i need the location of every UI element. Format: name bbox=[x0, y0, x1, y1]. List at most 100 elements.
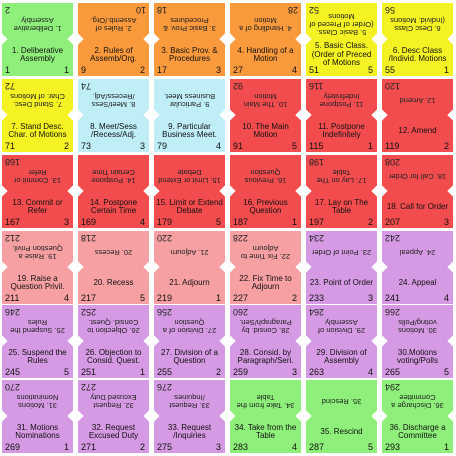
motion-card[interactable]: 198 17. Lay on The Table 17. Lay on The Ta… bbox=[306, 155, 377, 228]
motion-card[interactable]: 256 27. Division of a Question 27. Divisio… bbox=[154, 305, 225, 378]
card-rank-number: 4 bbox=[367, 367, 373, 377]
card-page-number: 27 bbox=[233, 65, 244, 75]
card-title-inverted: 20. Recess bbox=[94, 248, 133, 257]
card-title: 33. Request /Inquiries bbox=[167, 422, 212, 440]
motion-card[interactable]: 116 11. Postpone Indefinitely 11. Postpone… bbox=[306, 79, 377, 152]
card-bottom-half bbox=[154, 416, 225, 453]
motion-card[interactable]: 28 4. Handling of a Motion 4. Handling of … bbox=[230, 3, 301, 76]
card-row: 72 7. Stand Desc. Char. of Motions 7. Stan… bbox=[2, 79, 454, 152]
card-rank-number: 2 bbox=[63, 141, 69, 151]
motion-card[interactable]: 220 21. Adjourn 21. Adjourn 219 1 bbox=[154, 231, 225, 304]
card-title-inverted: 13. Commit or Refer bbox=[13, 168, 62, 185]
motion-card[interactable]: 56 6. Desc Class (Individ. Motions 6. Desc… bbox=[382, 3, 453, 76]
card-rank-number: 2 bbox=[443, 141, 449, 151]
motion-card[interactable]: 34. Take from the Table 34. Take from the… bbox=[230, 380, 301, 453]
card-page-number: 255 bbox=[157, 367, 173, 377]
motion-card[interactable]: 10 2. Rules of Assemb./Org. 2. Rules of As… bbox=[78, 3, 149, 76]
card-top-half bbox=[154, 79, 225, 116]
card-bottom-half bbox=[306, 39, 377, 76]
card-grid: 2 1. Deliberative Assembly 1. Deliberative… bbox=[2, 3, 454, 453]
card-rank-number: 4 bbox=[139, 217, 145, 227]
card-title-inverted: 25. Suspend the Rules bbox=[10, 318, 65, 335]
card-rank-number: 3 bbox=[215, 65, 221, 75]
motion-card[interactable]: 246 25. Suspend the Rules 25. Suspend the … bbox=[2, 305, 73, 378]
card-bottom-half bbox=[230, 416, 301, 453]
card-title-inverted: 7. Stand Desc. Char. of Motions bbox=[10, 92, 65, 109]
card-title-inverted: 22. Fix Time to Adjourn bbox=[240, 244, 291, 261]
card-bottom-half bbox=[2, 416, 73, 453]
card-top-half bbox=[2, 231, 73, 268]
card-page-number: 219 bbox=[157, 293, 173, 303]
card-bottom-half bbox=[78, 191, 149, 228]
motion-card[interactable]: 16. Previous Question 16. Previous Questi… bbox=[230, 155, 301, 228]
card-title: 17. Lay on The Table bbox=[314, 197, 369, 215]
card-page-number: 227 bbox=[233, 293, 249, 303]
motion-card[interactable]: 92 10. The Main Motion 10. The Main Motion… bbox=[230, 79, 301, 152]
motion-card[interactable]: 228 22. Fix Time to Adjourn 22. Fix Time t… bbox=[230, 231, 301, 304]
card-bottom-half bbox=[78, 115, 149, 152]
motion-card[interactable]: 120 12. Amend 12. Amend 119 2 bbox=[382, 79, 453, 152]
card-title-inverted: 2. Rules of Assemb./Org. bbox=[90, 16, 137, 33]
motion-card[interactable]: 208 18. Call for Order 18. Call for Order 2… bbox=[382, 155, 453, 228]
card-bottom-half bbox=[382, 341, 453, 378]
card-bottom-half bbox=[382, 39, 453, 76]
card-rank-number: 1 bbox=[63, 65, 69, 75]
card-bottom-half bbox=[2, 39, 73, 76]
card-page-number: 119 bbox=[385, 141, 400, 151]
card-title: 31. Motions Nominations bbox=[15, 422, 60, 440]
card-title-inverted: 30. Motions voting/Polls bbox=[398, 318, 437, 335]
card-rank-number: 3 bbox=[215, 442, 221, 452]
card-bottom-half bbox=[230, 115, 301, 152]
card-top-half bbox=[382, 231, 453, 268]
card-rank-number: 1 bbox=[367, 141, 373, 151]
card-page-number: 269 bbox=[5, 442, 21, 452]
motion-card[interactable]: 2 1. Deliberative Assembly 1. Deliberative… bbox=[2, 3, 73, 76]
motion-card[interactable]: 276 33. Request /Inquiries 33. Request /In… bbox=[154, 380, 225, 453]
card-bottom-half bbox=[382, 416, 453, 453]
card-rank-number: 5 bbox=[291, 141, 297, 151]
motion-card[interactable]: 218 20. Recess 20. Recess 217 5 bbox=[78, 231, 149, 304]
card-rank-number: 5 bbox=[215, 217, 221, 227]
card-rank-number: 3 bbox=[63, 217, 69, 227]
motion-card[interactable]: 270 31. Motions Nominations 31. Motions No… bbox=[2, 380, 73, 453]
motion-card[interactable]: 294 36. Discharge a Committee 36. Discharg… bbox=[382, 380, 453, 453]
motion-card[interactable]: 72 7. Stand Desc. Char. of Motions 7. Stan… bbox=[2, 79, 73, 152]
card-title: 27. Division of a Question bbox=[161, 347, 218, 365]
card-top-half bbox=[230, 155, 301, 192]
motion-card[interactable]: 14. Postpone Certain Time 14. Postpone Ce… bbox=[78, 155, 149, 228]
card-top-half bbox=[78, 305, 149, 342]
card-top-half bbox=[154, 380, 225, 417]
card-page-number: 9 bbox=[81, 65, 87, 75]
card-title: 3. Basic Prov. & Procedures bbox=[161, 45, 218, 63]
motion-card[interactable]: 168 13. Commit or Refer 13. Commit or Refe… bbox=[2, 155, 73, 228]
motion-card[interactable]: 260 28. Consid. by Paragraph/Seri. 28. Con… bbox=[230, 305, 301, 378]
motion-card[interactable]: 264 29. Division of Assembly 29. Division … bbox=[306, 305, 377, 378]
card-page-number: 17 bbox=[157, 65, 168, 75]
card-bottom-half bbox=[2, 267, 73, 304]
card-rank-number: 1 bbox=[139, 367, 145, 377]
card-title: 29. Division of Assembly bbox=[316, 347, 367, 365]
motion-card[interactable]: 252 26. Objection to Consid. Quest. 26. Ob… bbox=[78, 305, 149, 378]
card-bottom-half bbox=[306, 191, 377, 228]
motion-card[interactable]: 74 8. Meet/Sess /Recess/Adj. 8. Meet/Sess … bbox=[78, 79, 149, 152]
card-title: 24. Appeal bbox=[398, 277, 437, 287]
motion-card[interactable]: 234 23. Point of Order 23. Point of Order 2… bbox=[306, 231, 377, 304]
card-bottom-half bbox=[2, 191, 73, 228]
motion-card[interactable]: 9. Particular Business Meet. 9. Particula… bbox=[154, 79, 225, 152]
motion-card[interactable]: 242 24. Appeal 24. Appeal 241 4 bbox=[382, 231, 453, 304]
motion-card[interactable]: 272 32. Request Excused Duty 32. Request E… bbox=[78, 380, 149, 453]
card-title: 36. Discharge a Committee bbox=[389, 422, 446, 440]
card-bottom-half bbox=[154, 39, 225, 76]
motion-card[interactable]: 18 3. Basic Prov. & Procedures 3. Basic Pr… bbox=[154, 3, 225, 76]
card-bottom-half bbox=[306, 341, 377, 378]
card-top-half bbox=[382, 3, 453, 40]
motion-card[interactable]: 52 5. Basic Class. (Order of Preced of Mo… bbox=[306, 3, 377, 76]
card-top-half bbox=[2, 305, 73, 342]
card-title-inverted: 19. Raise a Question Privil. bbox=[12, 244, 63, 261]
motion-card[interactable]: 212 19. Raise a Question Privil. 19. Raise… bbox=[2, 231, 73, 304]
motion-card[interactable]: 35. Rescind 35. Rescind 287 5 bbox=[306, 380, 377, 453]
card-title-inverted: 35. Rescind bbox=[321, 397, 362, 406]
motion-card[interactable]: 15. Limit or Extend Debate 15. Limit or E… bbox=[154, 155, 225, 228]
motion-card[interactable]: 266 30. Motions voting/Polls 30.Motions vo… bbox=[382, 305, 453, 378]
card-top-half bbox=[154, 305, 225, 342]
